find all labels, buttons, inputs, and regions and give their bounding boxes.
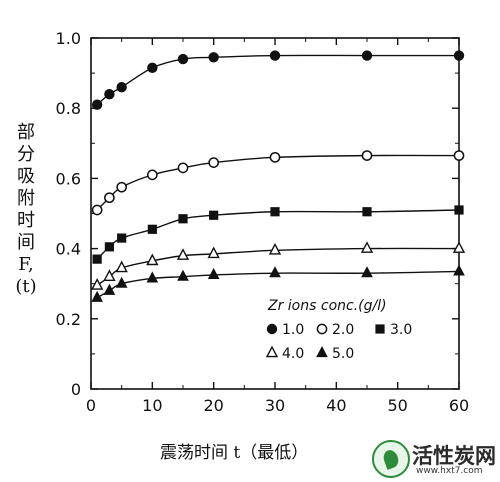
data-point-2-0 (146, 169, 158, 181)
data-point-2-0 (361, 150, 373, 161)
legend-label: 4.0 (282, 346, 304, 362)
data-point-5-0 (115, 276, 128, 288)
y-axis-label: 部分吸附时间F,(t) (14, 122, 38, 298)
data-point-4-0 (268, 242, 282, 255)
legend-marker (316, 323, 328, 335)
x-tick-label: 0 (86, 396, 96, 415)
legend-marker (316, 346, 328, 358)
fit-curve-2-0 (96, 154, 460, 211)
data-point-4-0 (176, 248, 190, 260)
leaf-logo-icon (372, 440, 410, 478)
data-point-4-0 (207, 246, 220, 259)
data-point-5-0 (453, 264, 465, 276)
data-point-5-0 (361, 266, 373, 278)
data-point-5-0 (207, 267, 220, 280)
legend-marker (266, 323, 278, 335)
legend: Zr ions conc.(g/l) 1.0 2.0 3.0 4.0 5.0 (265, 298, 412, 362)
data-point-5-0 (103, 283, 116, 295)
x-tick-label: 30 (265, 396, 285, 415)
data-point-5-0 (177, 269, 189, 281)
legend-label: 5.0 (332, 346, 354, 362)
legend-label: 1.0 (282, 322, 304, 338)
data-point-3-0 (104, 242, 114, 252)
data-point-1-0 (91, 99, 103, 110)
data-point-2-0 (116, 181, 128, 193)
x-tick-label: 10 (142, 396, 162, 415)
y-tick-label: 1.0 (56, 29, 81, 48)
data-point-1-0 (269, 50, 281, 61)
data-point-3-0 (178, 214, 188, 224)
data-points (90, 50, 466, 302)
data-point-1-0 (147, 62, 158, 74)
data-point-5-0 (269, 266, 281, 278)
watermark-name: 活性炭网 (412, 444, 496, 468)
legend-label: 2.0 (332, 322, 354, 338)
legend-marker (375, 324, 385, 334)
data-point-4-0 (90, 278, 104, 290)
x-tick-label: 60 (449, 396, 469, 415)
fit-curve-5-0 (96, 270, 460, 299)
data-point-4-0 (115, 260, 128, 273)
y-tick-label: 0 (71, 380, 81, 399)
axes: 0 10 20 30 40 50 60 0 0.2 0.4 0.6 0.8 1.0 (56, 29, 470, 415)
data-point-1-0 (177, 53, 189, 65)
data-point-3-0 (454, 205, 464, 215)
data-point-4-0 (146, 253, 159, 266)
data-point-2-0 (269, 151, 281, 163)
data-point-2-0 (177, 162, 189, 174)
y-tick-label: 0.4 (56, 240, 81, 259)
data-point-2-0 (453, 150, 465, 161)
legend-label: 3.0 (390, 322, 412, 338)
data-point-1-0 (104, 88, 115, 100)
data-point-1-0 (361, 50, 373, 61)
data-point-4-0 (452, 241, 466, 253)
x-tick-label: 50 (387, 396, 407, 415)
x-tick-label: 40 (326, 396, 346, 415)
data-point-1-0 (453, 50, 465, 61)
data-point-5-0 (146, 271, 159, 283)
watermark: 活性炭网 www.hxt7.com (372, 440, 500, 482)
data-point-2-0 (91, 204, 103, 216)
y-tick-label: 0.8 (56, 99, 81, 118)
y-tick-label: 0.2 (56, 310, 81, 329)
data-point-3-0 (362, 207, 372, 217)
x-axis-label: 震荡时间 t（最低） (160, 443, 309, 463)
x-tick-label: 20 (203, 396, 223, 415)
data-point-2-0 (208, 157, 220, 168)
data-point-3-0 (209, 210, 219, 220)
data-point-4-0 (103, 269, 116, 281)
data-point-4-0 (360, 241, 374, 253)
data-point-3-0 (117, 233, 127, 243)
data-point-3-0 (92, 254, 102, 264)
data-point-1-0 (116, 81, 127, 93)
data-point-2-0 (104, 192, 115, 204)
y-axis-label-text: 部分吸附时间F,(t) (15, 122, 37, 297)
legend-title: Zr ions conc.(g/l) (267, 298, 387, 314)
watermark-url: www.hxt7.com (416, 466, 483, 476)
y-tick-label: 0.6 (56, 169, 81, 188)
data-point-5-0 (91, 290, 103, 302)
data-point-1-0 (208, 52, 219, 63)
legend-marker (265, 345, 279, 358)
data-point-3-0 (147, 224, 157, 234)
data-point-3-0 (270, 207, 280, 217)
